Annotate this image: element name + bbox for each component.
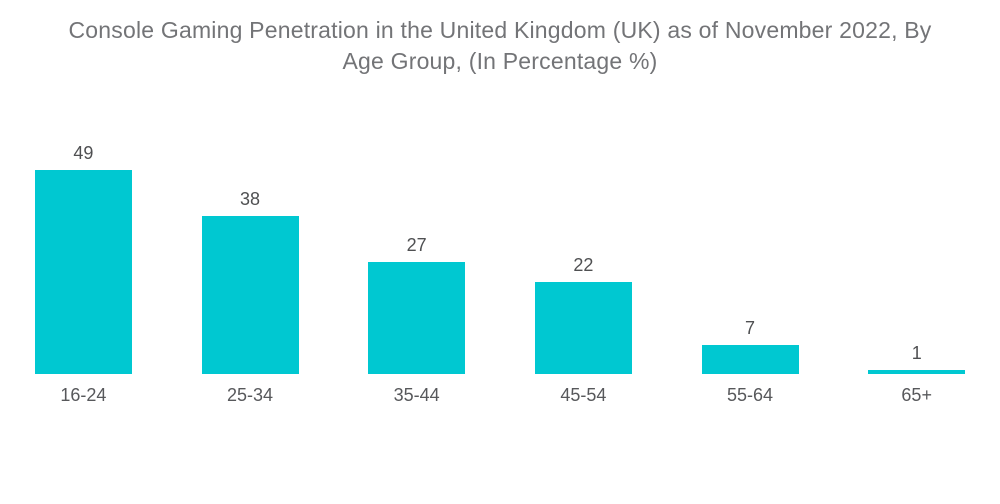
bar-chart-plot: 49 38 27 22 7 1 [0,143,1000,374]
bar-value-label: 49 [73,143,94,164]
bar [534,281,632,374]
category-label: 16-24 [60,384,107,405]
category-label: 25-34 [226,384,274,405]
bar-column: 22 [500,255,667,374]
category-label: 35-44 [393,384,440,405]
bar-value-label: 27 [406,235,427,256]
bar [368,261,466,374]
bar [201,215,299,374]
category-label: 55-64 [727,384,774,405]
chart-title: Console Gaming Penetration in the United… [68,17,932,75]
category-label: 65+ [901,384,932,405]
bar-column: 38 [167,189,334,374]
category-label: 45-54 [560,384,607,405]
bar-value-label: 1 [911,343,922,364]
bar-column: 27 [333,235,500,374]
bar-column: 1 [833,343,1000,374]
bar [34,169,132,374]
bar-value-label: 7 [745,318,756,339]
bar-value-label: 38 [239,189,261,210]
category-axis: 16-24 25-34 35-44 45-54 55-64 65+ [0,385,1000,407]
bar [701,344,799,374]
bar [868,369,966,374]
bar-value-label: 22 [573,255,594,276]
bar-column: 49 [0,143,167,374]
bar-column: 7 [667,318,834,374]
